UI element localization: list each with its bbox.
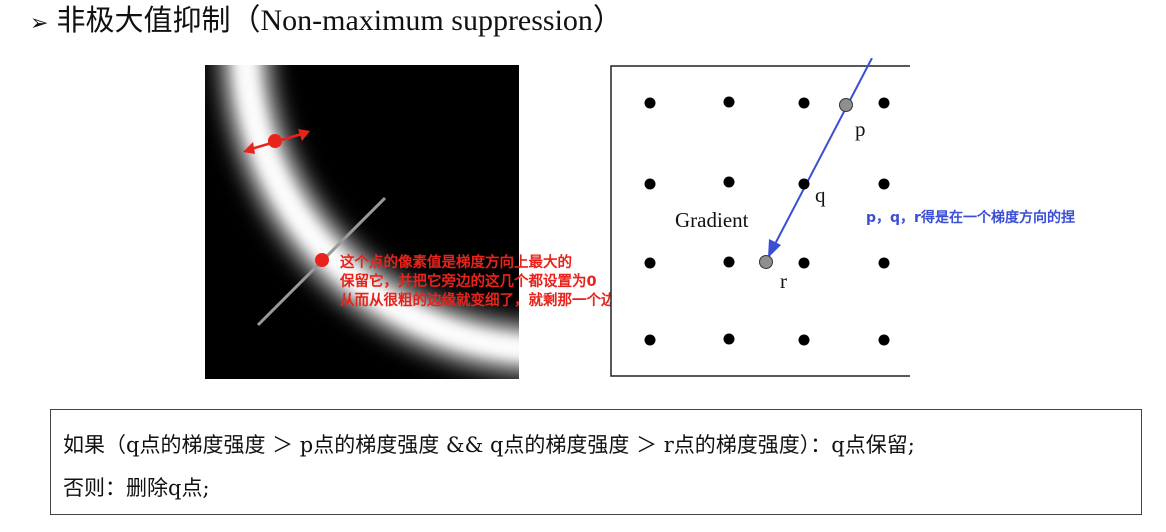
pixel-p xyxy=(839,98,853,112)
grid-pixel xyxy=(878,334,890,346)
title-subtitle: （Non-maximum suppression） xyxy=(230,4,623,37)
rule-keep-condition: 如果（q点的梯度强度 ＞ p点的梯度强度 && q点的梯度强度 ＞ r点的梯度强… xyxy=(63,433,915,457)
rule-else-clause: 否则：删除q点; xyxy=(63,476,210,500)
grid-pixel xyxy=(723,176,735,188)
edge-annotation-line-1: 这个点的像素值是梯度方向上最大的 xyxy=(340,255,572,271)
edge-image xyxy=(205,65,519,379)
gradient-side-note: p，q，r得是在一个梯度方向的捏 xyxy=(866,210,1075,226)
rule-box: 如果（q点的梯度强度 ＞ p点的梯度强度 && q点的梯度强度 ＞ r点的梯度强… xyxy=(50,409,1142,515)
grid-pixel xyxy=(644,334,656,346)
double-arrow-left-head xyxy=(243,142,255,154)
label-gradient: Gradient xyxy=(675,208,749,232)
label-r: r xyxy=(780,269,787,293)
edge-annotation-line-3: 从而从很粗的边缘就变细了，就剩那一个边缘像素点喽 xyxy=(340,293,688,309)
grid-pixel xyxy=(878,257,890,269)
label-p: p xyxy=(855,117,866,141)
title-main: 非极大值抑制 xyxy=(56,3,231,37)
grid-pixel xyxy=(723,256,735,268)
grid-pixel xyxy=(644,257,656,269)
gradient-grid-frame xyxy=(610,65,910,377)
gradient-direction-line xyxy=(773,58,873,247)
grid-pixel xyxy=(878,178,890,190)
pixel-r xyxy=(759,255,773,269)
grid-pixel xyxy=(798,257,810,269)
gradient-direction-arrowhead xyxy=(768,239,781,258)
bullet-arrow-icon: ➢ xyxy=(30,11,49,36)
edge-annotation: 这个点的像素值是梯度方向上最大的 保留它，并把它旁边的这几个都设置为0 从而从很… xyxy=(340,254,688,311)
edge-point-marker-top xyxy=(268,134,282,148)
double-arrow-right-head xyxy=(298,129,310,141)
grid-pixel xyxy=(644,97,656,109)
grid-pixel xyxy=(644,178,656,190)
edge-point-marker-center xyxy=(315,253,329,267)
grid-pixel xyxy=(798,334,810,346)
pixel-q xyxy=(798,178,810,190)
grid-pixel xyxy=(878,97,890,109)
grid-pixel xyxy=(723,96,735,108)
slide-title: ➢ 非极大值抑制（Non-maximum suppression） xyxy=(30,0,623,40)
gradient-grid-figure: p q r Gradient xyxy=(610,58,910,377)
grid-pixels xyxy=(644,96,890,346)
edge-annotation-line-2: 保留它，并把它旁边的这几个都设置为0 xyxy=(340,274,597,290)
grid-pixel xyxy=(798,97,810,109)
label-q: q xyxy=(815,183,826,207)
grid-pixel xyxy=(723,333,735,345)
